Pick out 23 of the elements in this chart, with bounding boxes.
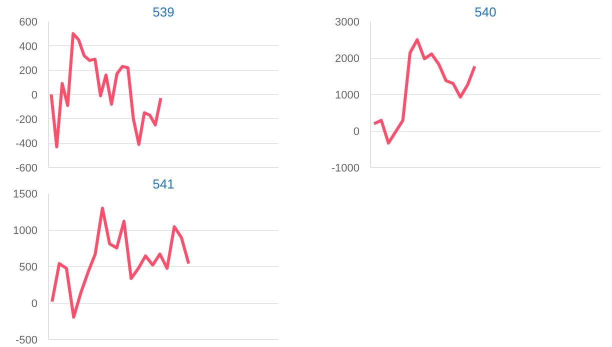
y-tick-label: 600 (19, 16, 38, 28)
y-tick-label: 400 (19, 40, 38, 53)
line-series (372, 38, 476, 145)
line-series (50, 32, 162, 148)
y-tick-label: 1000 (335, 90, 360, 102)
chart-title: 539 (152, 4, 174, 20)
y-tick-label: 1000 (13, 225, 38, 237)
chart-title: 541 (152, 176, 174, 192)
y-tick-label: -600 (15, 162, 38, 174)
line-series (50, 206, 190, 319)
y-tick-label: 0 (31, 298, 38, 310)
y-tick-label: -200 (15, 114, 38, 126)
y-tick-label: 0 (31, 90, 38, 102)
y-tick-label: 0 (353, 126, 360, 138)
y-tick-label: -1000 (331, 162, 360, 174)
y-tick-label: 500 (19, 262, 38, 274)
y-tick-label: 200 (19, 65, 38, 78)
y-tick-label: 3000 (335, 16, 360, 28)
y-tick-label: 1500 (13, 188, 38, 200)
y-tick-label: -400 (15, 138, 38, 150)
chart-title: 540 (474, 4, 496, 20)
y-tick-label: -500 (15, 334, 38, 346)
y-tick-label: 2000 (335, 53, 360, 65)
